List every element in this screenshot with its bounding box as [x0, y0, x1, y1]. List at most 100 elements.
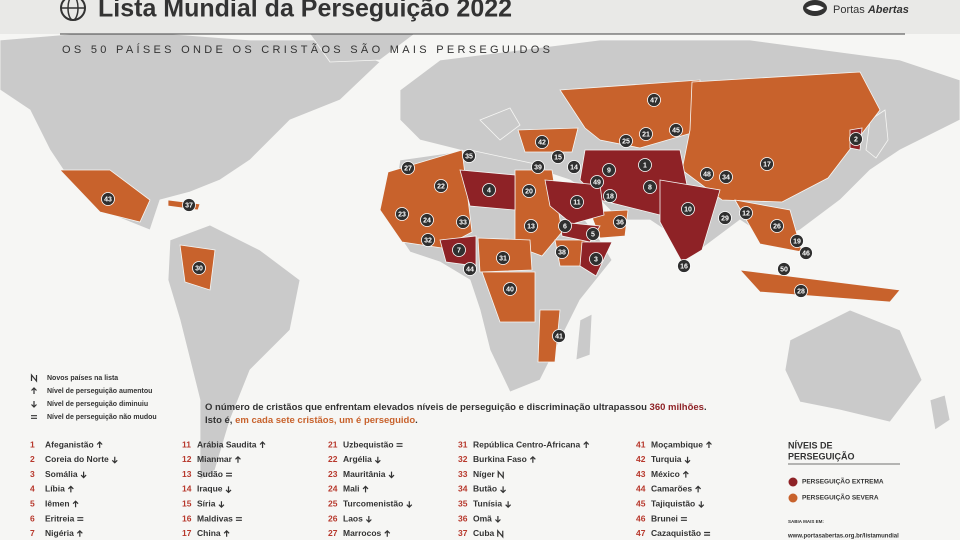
trend-icon [72, 500, 79, 508]
marker-label: 21 [642, 131, 650, 138]
key-label: Nível de perseguição diminuiu [47, 401, 148, 408]
trend-icon [235, 517, 242, 521]
marker-label: 20 [525, 188, 533, 195]
rank: 21 [328, 439, 338, 449]
country: México [651, 469, 680, 479]
country: Mianmar [197, 454, 233, 464]
marker-label: 30 [195, 265, 203, 272]
marker [602, 163, 616, 177]
trend-icon [680, 517, 687, 521]
country: Líbia [45, 484, 65, 494]
marker-label: 4 [487, 187, 491, 194]
trend-icon [111, 456, 118, 464]
marker-label: 48 [703, 171, 711, 178]
logo-word: Portas [833, 4, 865, 16]
marker [524, 219, 538, 233]
rank: 43 [636, 469, 646, 479]
country: Sudão [197, 469, 223, 479]
rank: 2 [30, 454, 35, 464]
marker [555, 245, 569, 259]
key-label: Novos países na lista [47, 375, 118, 382]
country: Burkina Faso [473, 454, 527, 464]
statement-highlight: 360 milhões [650, 402, 704, 413]
marker-label: 6 [563, 223, 567, 230]
country: Omã [473, 513, 492, 523]
marker [613, 215, 627, 229]
marker-label: 34 [722, 174, 730, 181]
marker [463, 262, 477, 276]
marker-label: 12 [742, 210, 750, 217]
country: Afeganistão [45, 439, 94, 449]
marker [182, 198, 196, 212]
marker [739, 206, 753, 220]
marker [849, 132, 863, 146]
country: Butão [473, 484, 497, 494]
trend-icon [80, 471, 87, 479]
statement: Isto é, em cada sete cristãos, um é pers… [205, 415, 418, 426]
trend-icon [494, 516, 501, 523]
country: Turcomenistão [343, 498, 403, 508]
marker [643, 180, 657, 194]
more-url: www.portasabertas.org.br/listamundial [787, 534, 899, 540]
marker-label: 36 [616, 219, 624, 226]
marker [638, 158, 652, 172]
trend-icon [67, 485, 74, 493]
statement: O número de cristãos que enfrentam eleva… [205, 402, 707, 413]
trend-icon [374, 456, 381, 464]
marker-label: 32 [424, 237, 432, 244]
marker-label: 42 [538, 139, 546, 146]
marker [456, 215, 470, 229]
marker [496, 251, 510, 265]
marker [700, 167, 714, 181]
trend-icon [505, 501, 512, 509]
marker [552, 329, 566, 343]
rank: 26 [328, 513, 338, 523]
marker-label: 24 [423, 217, 431, 224]
marker [681, 202, 695, 216]
marker [718, 211, 732, 225]
levels-title: NÍVEIS DE [788, 440, 833, 450]
marker-label: 8 [648, 184, 652, 191]
marker [794, 284, 808, 298]
rank: 1 [30, 439, 35, 449]
country: Iêmen [45, 498, 70, 508]
marker [101, 192, 115, 206]
marker [482, 183, 496, 197]
rank: 35 [458, 498, 468, 508]
marker-label: 49 [593, 179, 601, 186]
marker-label: 22 [437, 183, 445, 190]
trend-icon [500, 486, 507, 494]
trend-icon [497, 529, 504, 539]
marker [777, 262, 791, 276]
logo-icon [806, 5, 824, 11]
marker [677, 259, 691, 273]
title: Lista Mundial da Perseguição 2022 [98, 0, 512, 23]
rank: 14 [182, 484, 192, 494]
trend-icon [362, 485, 369, 493]
rank: 31 [458, 439, 468, 449]
marker-label: 2 [854, 136, 858, 143]
rank: 46 [636, 513, 646, 523]
rank: 13 [182, 469, 192, 479]
trend-icon [497, 469, 504, 480]
marker [589, 252, 603, 266]
rank: 5 [30, 498, 35, 508]
rank: 47 [636, 528, 646, 538]
rank: 4 [30, 484, 35, 494]
country: Argélia [343, 454, 372, 464]
marker-label: 9 [607, 167, 611, 174]
marker [760, 157, 774, 171]
globe-icon [67, 0, 79, 21]
trend-icon [31, 401, 37, 408]
country: Tunísia [473, 498, 502, 508]
country: Somália [45, 469, 78, 479]
marker [639, 127, 653, 141]
trend-icon [396, 443, 403, 447]
country: Laos [343, 513, 363, 523]
marker-label: 46 [802, 250, 810, 257]
country: República Centro-Africana [473, 439, 580, 449]
statement-text: . [704, 402, 707, 413]
marker [799, 246, 813, 260]
statement-highlight: em cada sete cristãos, um é perseguido [235, 415, 415, 426]
